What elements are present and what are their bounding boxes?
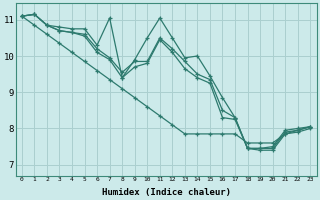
X-axis label: Humidex (Indice chaleur): Humidex (Indice chaleur) <box>101 188 231 197</box>
